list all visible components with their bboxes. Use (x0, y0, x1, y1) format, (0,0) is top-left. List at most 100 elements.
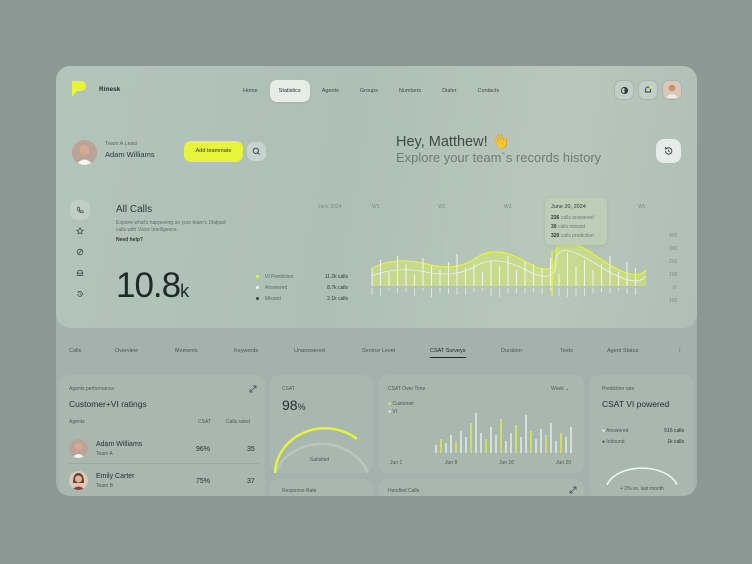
col-agents: Agents (69, 419, 85, 425)
prediction-answered: ● Answered 516 calls (602, 428, 684, 434)
history-icon (664, 146, 673, 155)
prediction-title: CSAT VI powered (602, 399, 670, 409)
stats-tabs: Calls Overview Moments Keywords Unanswer… (56, 348, 697, 362)
person-icon (69, 439, 88, 458)
phone-icon (77, 206, 84, 214)
prediction-rate-card: Prediction rate CSAT VI powered ● Answer… (590, 375, 694, 496)
y-label-200: 200 (669, 259, 678, 265)
profile-avatar-button[interactable] (662, 80, 682, 100)
side-calls-button[interactable] (70, 200, 90, 220)
nav-contacts[interactable]: Contacts (477, 88, 500, 94)
col-calls-rated: Calls rated (226, 419, 250, 425)
legend-answered: Answered 8.7k calls (256, 285, 348, 291)
notifications-button[interactable] (638, 80, 658, 100)
prediction-area (372, 241, 646, 286)
all-calls-description: Explore what's happening on your team's … (116, 220, 226, 233)
expand-icon[interactable] (249, 385, 257, 393)
expand-icon[interactable] (569, 486, 577, 494)
csat-value: 98% (282, 397, 306, 413)
nav-groups[interactable]: Groups (359, 88, 378, 94)
contrast-icon (620, 86, 628, 94)
need-help-link[interactable]: Need help? (116, 237, 143, 243)
tooltip-date: June 20, 2024 (551, 204, 586, 210)
legend-vi-prediction: VI Prediction 11.2k calls (256, 274, 348, 280)
legend-dot (256, 286, 259, 290)
answered-bars (371, 252, 636, 297)
response-rate-card: Response Rate (270, 479, 373, 496)
all-calls-chart (371, 211, 647, 301)
row-divider (69, 463, 259, 464)
tooltip-prediction: 320 calls prediction (551, 233, 594, 239)
prediction-line (371, 240, 647, 276)
x-label-month: June 2024 (318, 204, 342, 210)
agent-name: Emily Carter (96, 473, 135, 480)
tab-calls[interactable]: Calls (69, 348, 82, 354)
side-inbox-button[interactable] (70, 263, 90, 283)
theme-toggle-button[interactable] (614, 80, 634, 100)
tab-duration[interactable]: Duration (501, 348, 522, 354)
chart-tooltip: June 20, 2024 236 calls answered 30 call… (545, 198, 607, 245)
tab-moments[interactable]: Moments (175, 348, 198, 354)
tab-csat-surveys[interactable]: CSAT Surveys (430, 348, 466, 358)
legend-dot (256, 275, 259, 279)
add-teammate-button[interactable]: Add teammate (184, 141, 243, 162)
tooltip-missed: 30 calls missed (551, 224, 586, 230)
table-row[interactable]: Adam Williams Team A 96% 35 (59, 433, 265, 461)
csat-card: CSAT 98% Satisfied (270, 375, 373, 473)
handled-calls-card: Handled Calls (378, 479, 584, 496)
legend-customer: ● Customer (388, 401, 415, 407)
main-nav: Home Statistics Agents Groups Numbers Di… (234, 80, 511, 102)
nav-home[interactable]: Home (243, 88, 258, 94)
nav-statistics[interactable]: Statistics (269, 80, 310, 102)
legend-missed: Missed 2.1k calls (256, 296, 348, 302)
y-label-0: 0 (673, 285, 676, 291)
csat-over-time-card: CSAT Over Time Week ⌄ ● Customer ● VI Ju… (378, 375, 584, 473)
team-lead-role: Team A Lead (105, 141, 137, 147)
dashboard-window: Rinesk Home Statistics Agents Groups Num… (56, 66, 697, 496)
agent-csat: 75% (196, 478, 211, 485)
answered-line (371, 250, 647, 282)
agent-calls-rated: 37 (247, 478, 255, 485)
tab-unanswered[interactable]: Unanswered (294, 348, 325, 354)
x-label-w2: W2 (438, 204, 446, 210)
tab-overview[interactable]: Overview (115, 348, 138, 354)
more-options-icon[interactable]: ⋮ (677, 348, 683, 354)
csat-x-jun8: Jun 8 (445, 460, 458, 466)
csat-label: CSAT (282, 386, 295, 392)
agent-avatar (69, 471, 88, 490)
y-label-neg-100: 100 (669, 298, 678, 304)
tab-service-level[interactable]: Service Level (362, 348, 396, 354)
csat-time-label: CSAT Over Time (388, 386, 426, 392)
table-row[interactable]: Emily Carter Team B 75% 37 (59, 465, 265, 493)
legend-dot (256, 297, 259, 301)
nav-numbers[interactable]: Numbers (398, 88, 422, 94)
inbox-icon (76, 270, 84, 276)
tab-keywords[interactable]: Keywords (234, 348, 259, 354)
history-button[interactable] (656, 139, 681, 163)
all-calls-title: All Calls (116, 204, 153, 215)
y-label-400: 400 (669, 233, 678, 239)
side-favorites-button[interactable] (70, 221, 90, 241)
person-icon (69, 471, 88, 490)
prediction-gauge (606, 467, 678, 485)
agents-card-title: Customer+VI ratings (69, 399, 147, 409)
csat-x-jun20: Jun 20 (556, 460, 572, 466)
period-select[interactable]: Week ⌄ (551, 386, 570, 392)
nav-agents[interactable]: Agents (321, 88, 339, 94)
tab-texts[interactable]: Texts (560, 348, 573, 354)
agent-name: Adam Williams (96, 441, 143, 448)
csat-caption: Satisfied (310, 457, 330, 463)
nav-dialer[interactable]: Dialer (442, 88, 457, 94)
legend-vi: ● VI (388, 409, 398, 415)
prediction-inbound: ● Inbound 1k calls (602, 439, 684, 445)
agent-calls-rated: 35 (247, 446, 255, 453)
csat-time-chart (435, 413, 572, 453)
agent-avatar (69, 439, 88, 458)
prediction-label: Prediction rate (602, 386, 635, 392)
tab-agent-status[interactable]: Agent Status (607, 348, 639, 354)
side-history-button[interactable] (70, 284, 90, 304)
agent-csat: 96% (196, 446, 211, 453)
top-panel: Rinesk Home Statistics Agents Groups Num… (56, 66, 697, 328)
side-blocked-button[interactable] (70, 242, 90, 262)
search-button[interactable] (247, 142, 266, 161)
